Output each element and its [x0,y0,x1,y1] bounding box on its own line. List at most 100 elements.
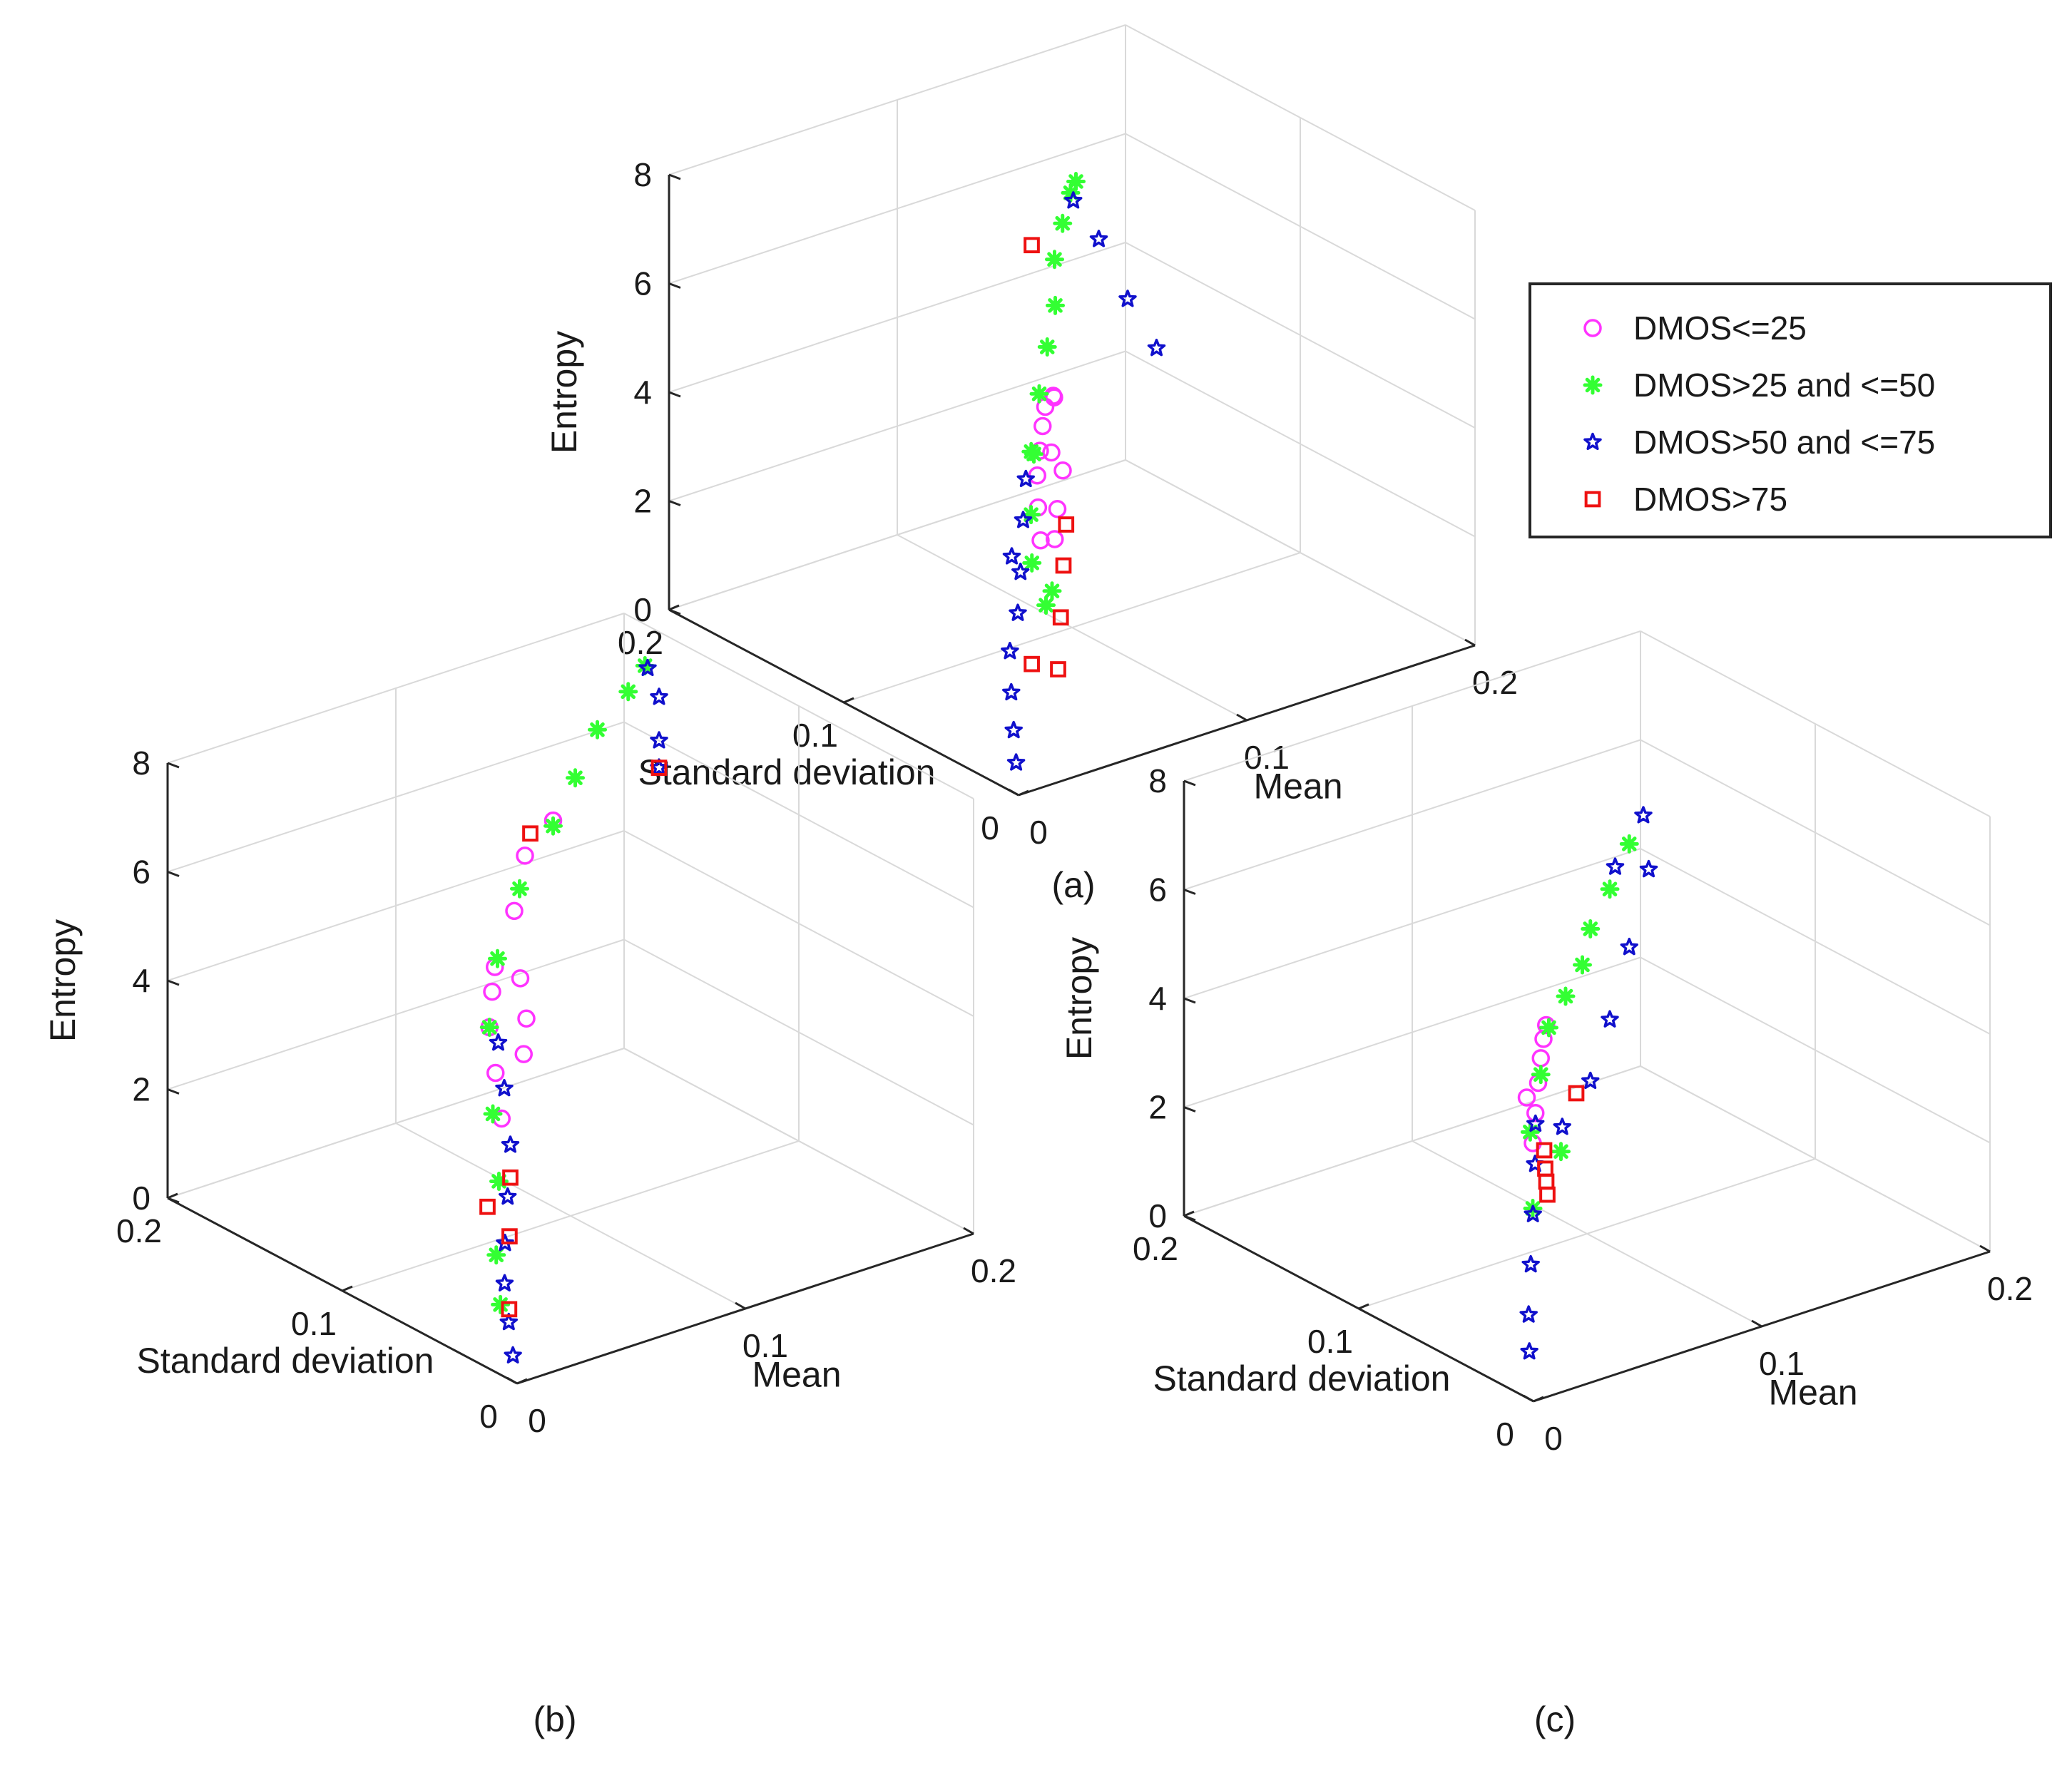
backwall-grid-z [1183,956,1641,1108]
z-tick [167,871,180,877]
data-point [522,825,539,842]
x-tick-label: 0 [1029,814,1048,851]
data-point [1634,806,1653,824]
data-point [1006,753,1026,771]
z-tick [1183,1106,1196,1112]
y-tick [1018,789,1029,797]
data-point [479,1018,499,1037]
backwall-grid-z [1183,848,1641,999]
backwall-grid-z [668,350,1126,502]
data-point [1058,516,1075,533]
data-point [514,1045,533,1063]
data-point [1118,290,1137,307]
y-tick [167,1192,178,1199]
data-point [1002,547,1021,565]
sidewall-grid-z [623,1048,974,1234]
backwall-grid-z [668,459,1126,610]
z-tick [167,762,180,769]
y-tick-label: 0 [1496,1416,1514,1453]
y-tick [1533,1396,1544,1403]
data-point [1009,603,1027,621]
z-tick-label: 0 [1148,1197,1167,1234]
sidewall-grid-z [1640,739,1991,926]
data-point [1568,1085,1585,1102]
y-tick-label: 0 [479,1398,498,1435]
data-point [1531,1065,1551,1085]
y-tick-label: 0.1 [1307,1323,1353,1360]
x-tick-label: 0.1 [742,1327,788,1364]
backwall-grid-z [668,24,1126,175]
data-point [1601,1010,1619,1028]
x-axis-label: Mean [752,1355,841,1395]
data-point [499,1187,517,1205]
sidewall-grid-z [1125,459,1476,646]
y-tick [516,1378,528,1385]
backwall-grid-z [668,133,1126,285]
data-point [1050,661,1066,677]
z-tick-label: 4 [633,374,652,411]
data-point [1052,609,1069,626]
data-point [1031,531,1050,550]
sidewall-grid-z [1640,630,1991,817]
data-point [566,768,585,788]
z-axis-label: Entropy [1059,937,1099,1060]
z-tick [1183,779,1196,787]
data-point [502,1169,519,1186]
data-point [1620,937,1638,956]
data-point [1526,1114,1545,1132]
data-point [1024,237,1040,254]
panel-caption: (a) [1051,865,1095,905]
z-tick [167,979,180,986]
z-tick [1183,1214,1196,1222]
x-tick [1523,1394,1534,1403]
data-point [1520,1342,1538,1360]
data-point [491,1294,511,1314]
legend-marker [1584,491,1601,508]
data-point [1619,834,1639,854]
y-tick-label: 0 [981,809,999,846]
x-tick [1751,1319,1762,1328]
data-point [1046,295,1065,315]
z-tick-label: 8 [633,156,652,193]
data-point [1147,338,1166,357]
z-axis-label: Entropy [43,919,83,1042]
z-tick [167,1088,180,1095]
data-point [543,816,563,836]
z-tick [668,391,681,398]
sidewall-grid-z [1640,848,1991,1035]
z-tick [167,1197,180,1204]
z-tick-label: 6 [132,854,150,891]
x-tick-label: 0 [1544,1420,1563,1457]
legend-marker [1583,432,1602,451]
z-tick [1183,997,1196,1004]
z-tick-label: 4 [1148,980,1167,1017]
data-point [1048,500,1067,518]
data-point [488,948,507,968]
data-point [499,1312,519,1331]
y-axis-label: Standard deviation [1153,1359,1451,1398]
data-point [1553,1117,1571,1135]
data-point [483,982,501,1001]
y-tick [342,1285,353,1292]
data-point [501,1301,518,1318]
legend-box [1529,282,2052,538]
y-axis-label: Standard deviation [638,752,936,792]
data-point [510,879,529,899]
x-axis-label: Mean [1768,1373,1857,1413]
data-point [1042,581,1062,601]
sidewall-grid-z [1125,350,1476,538]
sidewall-grid-z [1125,242,1476,429]
data-point [1524,1204,1542,1222]
legend-label: DMOS>50 and <=75 [1633,424,1935,461]
backwall-grid-z [1183,739,1641,891]
x-tick-label: 0.2 [971,1252,1016,1289]
data-point [501,1135,520,1153]
legend-marker [1583,319,1602,337]
data-point [1004,720,1023,739]
sidewall-grid-z [623,830,974,1017]
x-tick [1008,788,1019,797]
data-point [1600,879,1620,899]
data-point [588,720,607,740]
